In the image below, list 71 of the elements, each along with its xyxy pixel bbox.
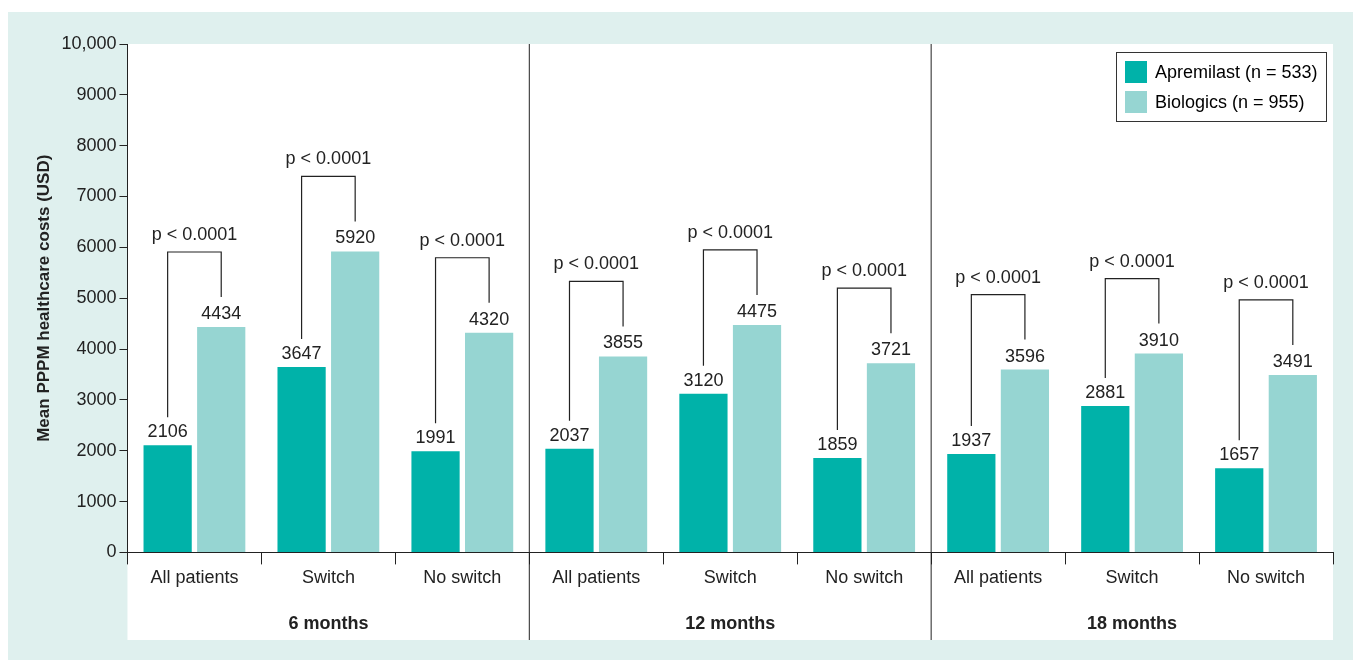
y-tick-label: 2000: [76, 439, 117, 460]
annotation: p < 0.0001: [419, 229, 506, 250]
bar: [947, 453, 996, 552]
y-tick-label: 6000: [76, 236, 117, 257]
data-label: 3596: [1004, 345, 1045, 366]
annotation: p < 0.0001: [687, 221, 774, 242]
x-tick-label: All patients: [954, 567, 1043, 588]
data-label: 2881: [1085, 381, 1126, 402]
data-label: 4434: [201, 302, 242, 323]
data-label: 1937: [951, 429, 992, 450]
y-tick-label: 10,000: [61, 32, 117, 53]
bar: [1081, 405, 1130, 552]
x-tick-label: All patients: [150, 567, 239, 588]
data-label: 3647: [281, 342, 322, 363]
data-label: 3120: [683, 369, 724, 390]
bar: [1215, 468, 1264, 552]
x-tick-label: Switch: [1105, 567, 1159, 588]
bar: [813, 457, 862, 552]
y-tick-label: 5000: [76, 287, 117, 308]
data-label: 4320: [469, 308, 510, 329]
annotation: p < 0.0001: [285, 148, 372, 169]
text: 12 months: [685, 612, 776, 633]
bar: [411, 451, 460, 552]
data-label: 2037: [549, 424, 590, 445]
bar: [143, 445, 192, 552]
x-tick-label: No switch: [825, 567, 904, 588]
data-label: 1859: [817, 433, 858, 454]
y-tick-label: 7000: [76, 185, 117, 206]
x-tick-label: All patients: [552, 567, 641, 588]
data-label: 3721: [870, 339, 911, 360]
bar: [732, 324, 782, 552]
y-tick-label: 3000: [76, 388, 117, 409]
data-label: 1991: [415, 427, 456, 448]
y-tick-label: 0: [106, 541, 117, 562]
bar: [197, 326, 246, 552]
annotation: p < 0.0001: [1223, 271, 1309, 292]
bar: [545, 448, 594, 552]
text: 6 months: [288, 612, 369, 633]
x-tick-label: Switch: [703, 567, 757, 588]
annotation: p < 0.0001: [821, 260, 907, 281]
bar: [331, 251, 380, 552]
y-axis-title: Mean PPPM healthcare costs (USD): [33, 154, 53, 442]
x-tick-label: Switch: [301, 567, 355, 588]
bar: [465, 332, 514, 552]
data-label: 3491: [1272, 350, 1313, 371]
annotation: p < 0.0001: [553, 253, 640, 274]
y-tick-label: 4000: [76, 338, 117, 359]
y-tick-label: 1000: [76, 490, 117, 511]
y-tick-label: 9000: [76, 83, 117, 104]
bar: [1134, 353, 1183, 552]
data-label: 5920: [335, 227, 376, 248]
x-tick-label: No switch: [1227, 567, 1306, 588]
bar: [679, 393, 728, 552]
text: 18 months: [1087, 612, 1178, 633]
y-tick-label: 8000: [76, 134, 117, 155]
data-label: 3855: [603, 332, 644, 353]
bar: [1000, 369, 1050, 552]
bar: [598, 356, 648, 552]
data-label: 4475: [736, 300, 778, 321]
bar: [866, 363, 916, 552]
annotation: p < 0.0001: [955, 266, 1041, 287]
x-tick-label: No switch: [423, 567, 502, 588]
annotation: p < 0.0001: [151, 223, 238, 244]
legend-label: Apremilast (n = 533): [1155, 61, 1318, 84]
data-label: 1657: [1219, 444, 1260, 465]
bar: [277, 366, 326, 552]
data-label: 3910: [1138, 329, 1179, 350]
data-label: 2106: [147, 421, 188, 442]
annotation: p < 0.0001: [1089, 250, 1175, 271]
bar: [1268, 374, 1317, 552]
legend-label: Biologics (n = 955): [1155, 91, 1305, 114]
